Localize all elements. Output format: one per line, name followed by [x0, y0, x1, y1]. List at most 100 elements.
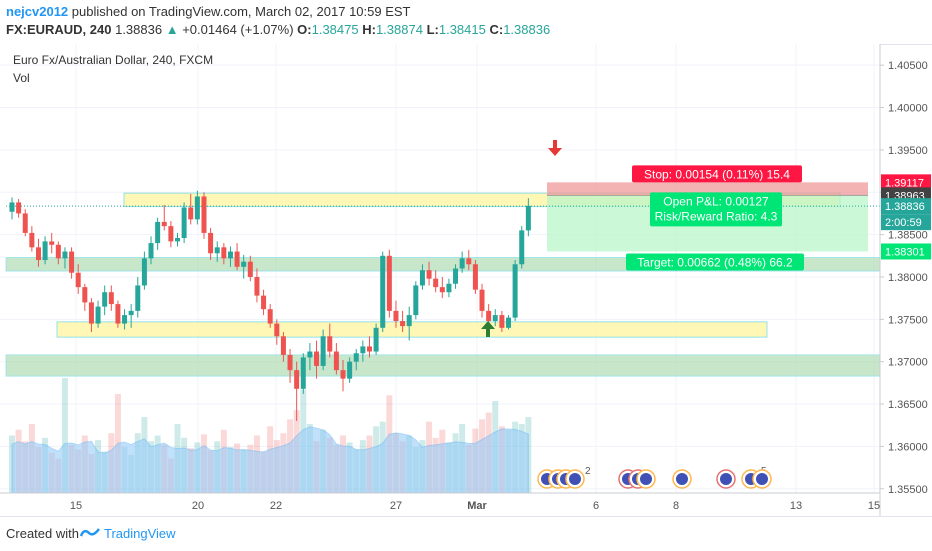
created-with-text: Created with: [6, 526, 79, 541]
candle-body: [254, 276, 260, 296]
candle-body: [512, 264, 518, 318]
candle-body: [280, 336, 286, 355]
candle-body: [261, 295, 267, 310]
candle: [168, 221, 174, 248]
price-chart[interactable]: Stop: 0.00154 (0.11%) 15.4 Target: 0.0066…: [0, 44, 932, 516]
footer: Created with TradingView: [0, 516, 932, 551]
price-tag-timer: 2:00:59: [881, 214, 931, 231]
candle: [433, 270, 439, 293]
candle: [141, 251, 147, 290]
stop-zone[interactable]: [547, 182, 868, 196]
candle: [327, 323, 333, 358]
candle: [307, 343, 313, 371]
candle: [320, 329, 326, 371]
candle-body: [525, 205, 531, 231]
yellow-zone[interactable]: [56, 321, 768, 338]
green-zone[interactable]: [5, 354, 881, 377]
candle-body: [320, 336, 326, 366]
tradingview-link[interactable]: TradingView: [104, 526, 176, 541]
price-tag-last: 1.38836: [881, 198, 931, 215]
username-link[interactable]: nejcv2012: [6, 4, 69, 19]
candle-body: [42, 241, 48, 261]
volume-label: Vol: [13, 71, 30, 85]
price-tag-text: 1.38301: [885, 246, 925, 258]
event-flag-icon: [676, 473, 688, 485]
candle-body: [115, 304, 121, 324]
price-axis[interactable]: 1.405001.400001.395001.390001.385001.380…: [880, 60, 928, 496]
change-value: +0.01464 (+1.07%): [182, 22, 294, 37]
up-arrow-icon: [481, 321, 495, 337]
candle: [194, 190, 200, 225]
candle-body: [506, 317, 511, 328]
time-tick-label: 22: [270, 500, 282, 512]
close-value: 1.38836: [503, 22, 551, 37]
candle-body: [373, 327, 379, 352]
target-label-bg: [626, 253, 804, 271]
candle-body: [499, 315, 505, 328]
candle: [479, 283, 485, 318]
symbol-label: FX:EURAUD, 240: [6, 22, 112, 37]
price-tag-target: 1.38301: [881, 243, 931, 260]
candle: [446, 278, 452, 298]
event-markers[interactable]: 25: [537, 466, 772, 489]
price-tick-label: 1.38000: [888, 272, 928, 284]
time-tick-label: 20: [192, 500, 204, 512]
time-tick-label: Mar: [467, 500, 487, 512]
low-value: 1.38415: [438, 22, 486, 37]
price-tick-label: 1.38500: [888, 230, 928, 242]
candle-body: [446, 283, 452, 293]
candle: [466, 249, 472, 271]
event-marker[interactable]: [752, 469, 772, 489]
event-marker[interactable]: [716, 469, 736, 489]
candle-body: [234, 251, 240, 267]
candle-body: [168, 226, 174, 242]
candle-body: [267, 309, 273, 324]
candle: [62, 247, 68, 269]
short-position-tool[interactable]: Stop: 0.00154 (0.11%) 15.4 Target: 0.0066…: [6, 165, 880, 271]
chart-header: nejcv2012 published on TradingView.com, …: [0, 0, 932, 45]
candle: [373, 323, 379, 355]
candle: [366, 336, 372, 358]
candle: [512, 260, 518, 322]
candle: [42, 236, 48, 265]
open-label: O:: [297, 22, 312, 37]
candle-body: [22, 213, 28, 233]
time-tick-label: 6: [593, 500, 599, 512]
last-price: 1.38836: [115, 22, 163, 37]
candle-body: [241, 261, 247, 267]
candle-body: [419, 270, 425, 286]
time-axis[interactable]: 15 20 22 27 Mar 6 8 13 15: [70, 500, 880, 512]
candle: [492, 309, 498, 327]
candle-body: [16, 202, 22, 214]
candle: [413, 281, 419, 320]
candle-body: [208, 232, 214, 254]
event-marker[interactable]: 2: [565, 466, 591, 489]
candle: [386, 249, 392, 318]
chart-title: Euro Fx/Australian Dollar, 240, FXCM: [13, 53, 213, 67]
candle: [439, 276, 445, 299]
price-tick-label: 1.37500: [888, 314, 928, 326]
price-tick-label: 1.36000: [888, 441, 928, 453]
candle: [95, 300, 101, 328]
candle: [181, 202, 187, 244]
candle: [340, 359, 346, 392]
stop-label: Stop: 0.00154 (0.11%) 15.4: [632, 165, 802, 183]
candle: [122, 309, 128, 330]
candle: [16, 199, 22, 218]
candle-body: [360, 346, 366, 354]
candle: [135, 276, 141, 318]
candle-body: [29, 232, 35, 248]
candle: [499, 310, 505, 333]
time-tick-label: 27: [390, 500, 402, 512]
rr-label: Risk/Reward Ratio: 4.3: [655, 209, 778, 223]
event-marker[interactable]: [672, 469, 692, 489]
event-flag-icon: [640, 473, 652, 485]
candle: [208, 227, 214, 261]
candle-body: [194, 196, 200, 220]
candle-body: [102, 292, 108, 307]
candle: [267, 304, 273, 328]
candle: [300, 353, 306, 394]
candle-body: [175, 238, 180, 242]
stop-label-bg: [632, 165, 802, 183]
event-marker[interactable]: [636, 469, 656, 489]
